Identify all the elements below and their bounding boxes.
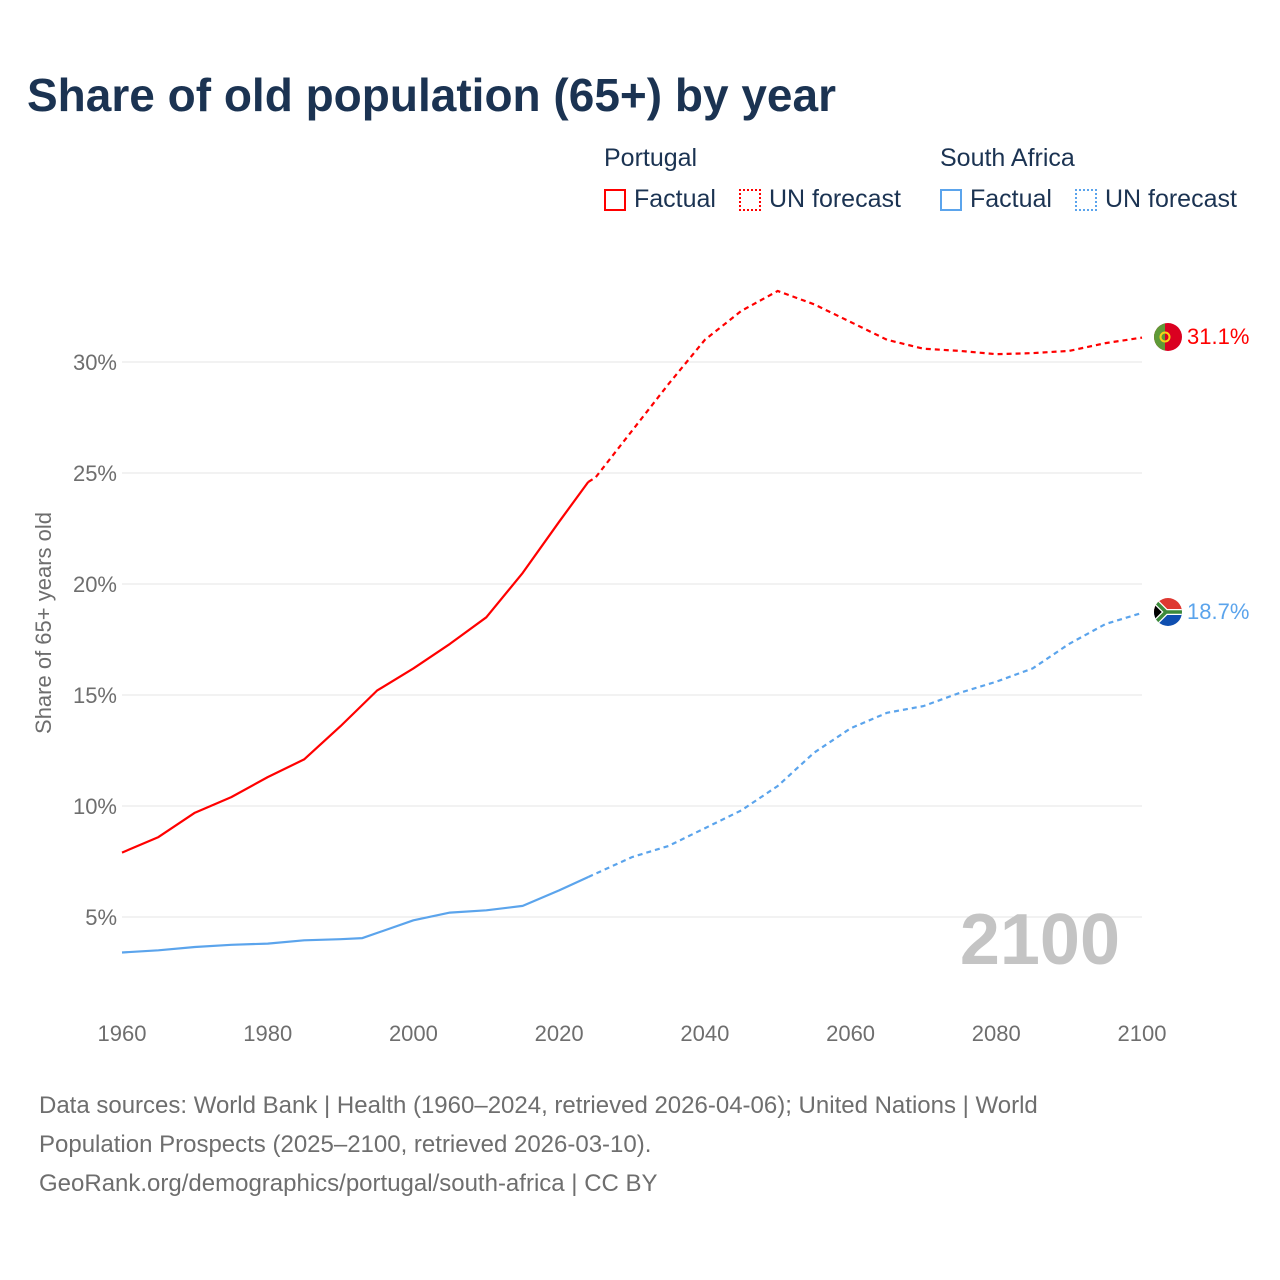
- y-tick-label: 20%: [73, 572, 117, 597]
- y-tick-label: 30%: [73, 350, 117, 375]
- portugal-flag-icon: [1154, 323, 1182, 351]
- x-tick-label: 2000: [389, 1021, 438, 1046]
- x-tick-label: 2040: [680, 1021, 729, 1046]
- legend-label: UN forecast: [1104, 185, 1237, 213]
- portugal-forecast-line: [587, 289, 1143, 483]
- x-tick-label: 1980: [243, 1021, 292, 1046]
- x-tick-label: 2100: [1118, 1021, 1167, 1046]
- y-axis-title: Share of 65+ years old: [31, 512, 56, 734]
- dotted-swatch-icon: [1074, 188, 1097, 211]
- legend-item-portugal-forecast[interactable]: UN forecast: [738, 185, 901, 214]
- year-watermark: 2100: [960, 900, 1120, 980]
- x-tick-label: 2060: [826, 1021, 875, 1046]
- legend-group-portugal: Portugal Factual UN forecast: [604, 144, 917, 218]
- solid-swatch-icon: [940, 188, 962, 211]
- south-africa-forecast-line: [587, 611, 1143, 879]
- legend-group-name: South Africa: [940, 144, 1075, 172]
- dotted-swatch-icon: [738, 188, 761, 211]
- legend-group-south-africa: South Africa Factual UN forecast: [940, 144, 1237, 218]
- x-tick-label: 2080: [972, 1021, 1021, 1046]
- south-africa-factual-line: [121, 876, 589, 954]
- legend-label: UN forecast: [768, 185, 901, 213]
- y-tick-label: 5%: [85, 905, 117, 930]
- x-tick-label: 2020: [535, 1021, 584, 1046]
- solid-swatch-icon: [604, 188, 626, 211]
- legend-item-south-africa-factual[interactable]: Factual: [940, 185, 1052, 214]
- legend-label: Factual: [970, 185, 1052, 213]
- footer-line: Data sources: World Bank | Health (1960–…: [39, 1092, 1038, 1119]
- legend-group-name: Portugal: [604, 144, 698, 172]
- chart-title: Share of old population (65+) by year: [27, 69, 836, 121]
- y-tick-label: 10%: [73, 794, 117, 819]
- legend-label: Factual: [634, 185, 716, 213]
- south-africa-end-label: 18.7%: [1187, 599, 1249, 624]
- legend-item-south-africa-forecast[interactable]: UN forecast: [1074, 185, 1237, 214]
- x-tick-label: 1960: [98, 1021, 147, 1046]
- south-africa-flag-icon: [1154, 598, 1182, 626]
- y-tick-label: 25%: [73, 461, 117, 486]
- footer-link[interactable]: GeoRank.org/demographics/portugal/south-…: [39, 1170, 658, 1197]
- footer-line: Population Prospects (2025–2100, retriev…: [39, 1131, 652, 1158]
- portugal-end-label: 31.1%: [1187, 324, 1249, 349]
- footer-sources: Data sources: World Bank | Health (1960–…: [39, 1086, 1239, 1203]
- portugal-factual-line: [121, 481, 590, 854]
- legend-item-portugal-factual[interactable]: Factual: [604, 185, 716, 214]
- y-tick-label: 15%: [73, 683, 117, 708]
